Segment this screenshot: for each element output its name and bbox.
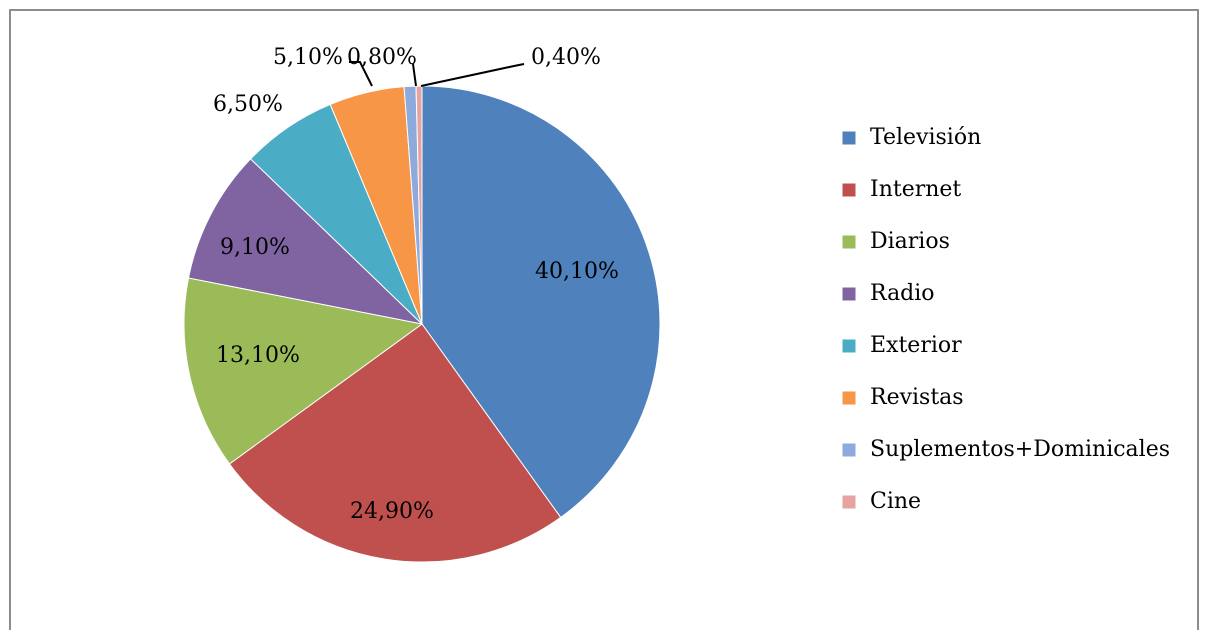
data-label: 24,90%	[350, 499, 434, 524]
data-label: 0,80%	[347, 45, 417, 70]
legend-label: Cine	[870, 489, 921, 514]
data-label: 5,10%	[273, 45, 343, 70]
legend-label: Internet	[870, 177, 961, 202]
leader-line	[412, 63, 417, 87]
leader-line	[420, 63, 525, 87]
leader-line	[349, 61, 373, 87]
legend-label: Suplementos+Dominicales	[870, 437, 1170, 462]
data-label: 40,10%	[535, 259, 619, 284]
data-label: 0,40%	[531, 45, 601, 70]
legend-swatch	[841, 234, 857, 250]
legend-label: Televisión	[870, 125, 981, 150]
pie-slice	[187, 158, 424, 325]
legend-swatch	[841, 390, 857, 406]
pie-slice	[228, 323, 562, 563]
data-label: 6,50%	[213, 92, 283, 117]
legend-swatch	[841, 130, 857, 146]
legend-label: Revistas	[870, 385, 964, 410]
legend-swatch	[841, 442, 857, 458]
data-label: 9,10%	[220, 235, 290, 260]
legend-swatch	[841, 338, 857, 354]
legend-swatch	[841, 182, 857, 198]
legend-label: Radio	[870, 281, 935, 306]
data-label: 13,10%	[216, 343, 300, 368]
legend-label: Exterior	[870, 333, 962, 358]
pie-slice	[421, 85, 661, 519]
legend-swatch	[841, 286, 857, 302]
legend-label: Diarios	[870, 229, 950, 254]
legend-swatch	[841, 494, 857, 510]
pie-slice	[183, 277, 424, 465]
